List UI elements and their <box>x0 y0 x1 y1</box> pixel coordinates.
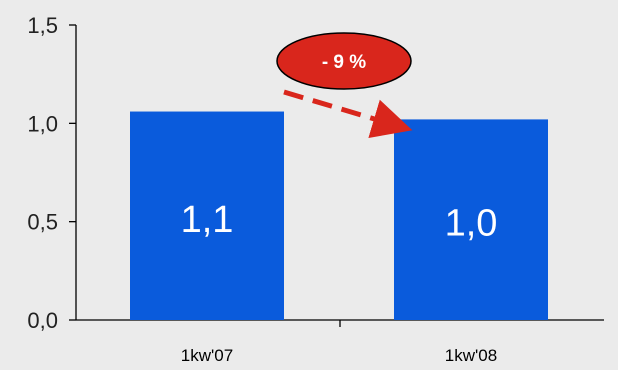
axes: 0,0 0,5 1,0 1,5 1kw'07 1kw'08 <box>27 13 604 365</box>
change-annotation: - 9 % <box>276 32 413 139</box>
y-tick-label: 1,0 <box>27 111 58 136</box>
bar <box>394 119 548 321</box>
annotation-bubble <box>276 32 412 90</box>
bars: 1,1 1,0 <box>130 111 548 321</box>
y-tick-label: 1,5 <box>27 13 58 38</box>
annotation-arrow <box>283 89 413 139</box>
bar <box>130 111 284 321</box>
x-tick-label: 1kw'08 <box>445 346 497 365</box>
bar-data-label: 1,1 <box>181 199 234 241</box>
annotation-label: - 9 % <box>322 52 366 73</box>
bar-data-label: 1,0 <box>445 203 498 245</box>
y-tick-label: 0,0 <box>27 308 58 333</box>
x-tick-label: 1kw'07 <box>181 346 233 365</box>
y-tick-label: 0,5 <box>27 210 58 235</box>
